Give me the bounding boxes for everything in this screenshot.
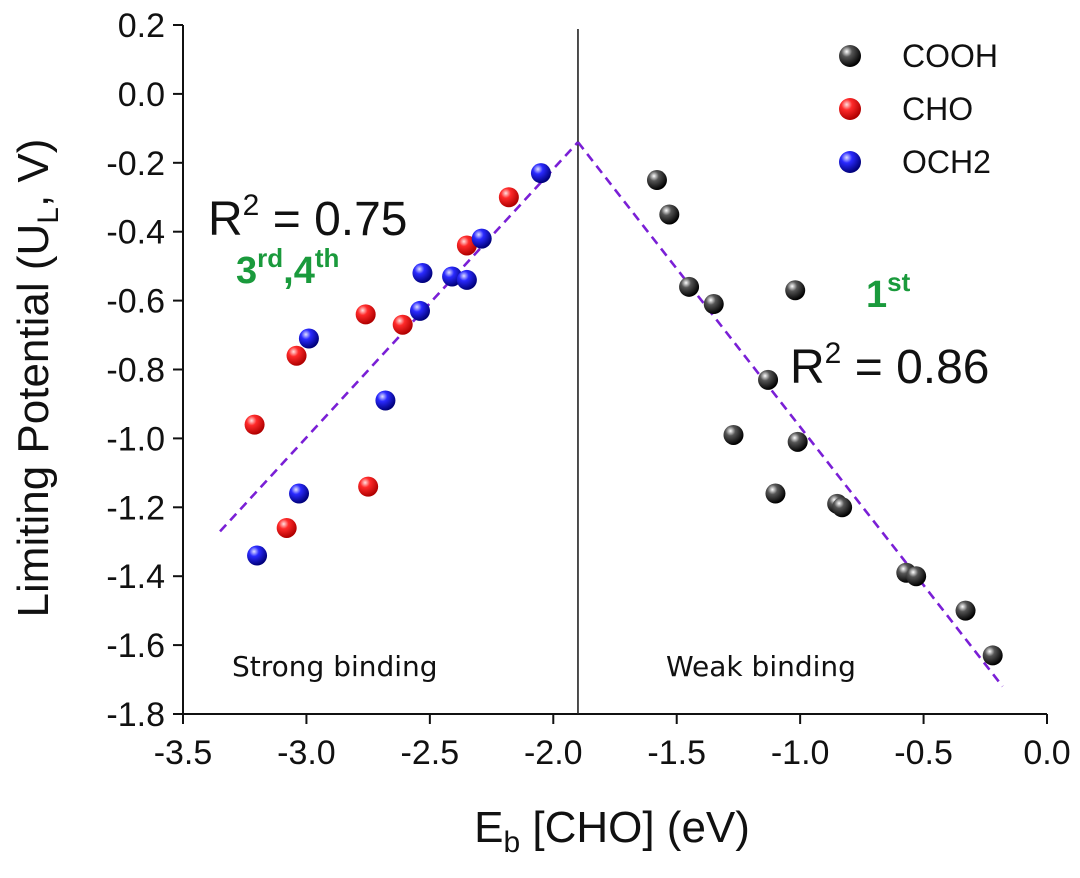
y-tick-label: -1.2 bbox=[106, 489, 165, 527]
data-point-cooh bbox=[832, 497, 853, 518]
x-tick-label: -2.5 bbox=[401, 734, 460, 772]
y-tick-label: -0.6 bbox=[106, 283, 165, 321]
y-tick-label: 0.0 bbox=[118, 76, 165, 114]
data-point-cooh bbox=[787, 431, 808, 452]
data-point-cho bbox=[286, 345, 307, 366]
x-tick-label: -1.0 bbox=[771, 734, 830, 772]
data-point-cooh bbox=[955, 600, 976, 621]
data-point-och2 bbox=[456, 269, 477, 290]
fit-lines bbox=[219, 141, 1004, 688]
left-r2-annotation: R2 = 0.75 bbox=[208, 189, 407, 246]
data-point-cooh bbox=[659, 204, 680, 225]
y-tick-label: -1.0 bbox=[106, 420, 165, 458]
legend-marker-och2 bbox=[839, 151, 861, 173]
data-point-cooh bbox=[982, 645, 1003, 666]
x-tick-label: -3.0 bbox=[277, 734, 336, 772]
data-points bbox=[244, 163, 1003, 666]
data-point-cooh bbox=[646, 170, 667, 191]
data-point-cho bbox=[392, 314, 413, 335]
data-point-och2 bbox=[298, 328, 319, 349]
data-point-cooh bbox=[723, 424, 744, 445]
legend-label-cho: CHO bbox=[902, 91, 973, 127]
data-point-och2 bbox=[471, 228, 492, 249]
y-tick-label: -0.8 bbox=[106, 352, 165, 390]
x-tick-label: -3.5 bbox=[154, 734, 213, 772]
legend-marker-cho bbox=[839, 98, 861, 120]
data-point-cho bbox=[244, 414, 265, 435]
x-tick-label: 0.0 bbox=[1023, 734, 1070, 772]
x-tick-label: -1.5 bbox=[647, 734, 706, 772]
data-point-cooh bbox=[703, 294, 724, 315]
legend-marker-cooh bbox=[839, 45, 861, 67]
data-point-cooh bbox=[785, 280, 806, 301]
data-point-cho bbox=[276, 517, 297, 538]
data-point-och2 bbox=[247, 545, 268, 566]
left-order-annotation: 3rd,4th bbox=[236, 243, 339, 292]
right-fit-line bbox=[576, 141, 1004, 688]
weak-binding-label: Weak binding bbox=[666, 650, 856, 683]
y-axis-title: Limiting Potential (UL, V) bbox=[9, 139, 65, 618]
data-point-och2 bbox=[289, 483, 310, 504]
left-fit-line bbox=[219, 141, 579, 533]
data-point-och2 bbox=[412, 263, 433, 284]
legend: COOH CHO OCH2 bbox=[839, 38, 998, 180]
data-point-cho bbox=[498, 187, 519, 208]
data-point-och2 bbox=[375, 390, 396, 411]
legend-label-och2: OCH2 bbox=[902, 144, 991, 180]
data-point-cho bbox=[355, 304, 376, 325]
legend-label-cooh: COOH bbox=[902, 38, 998, 74]
right-order-annotation: 1st bbox=[866, 267, 911, 316]
data-point-cooh bbox=[679, 276, 700, 297]
y-tick-label: -1.4 bbox=[106, 558, 165, 596]
y-tick-label: -0.4 bbox=[106, 214, 165, 252]
y-tick-label: -1.6 bbox=[106, 627, 165, 665]
data-point-cooh bbox=[906, 566, 927, 587]
data-point-och2 bbox=[530, 163, 551, 184]
y-tick-label: -0.2 bbox=[106, 145, 165, 183]
right-r2-annotation: R2 = 0.86 bbox=[790, 337, 989, 394]
strong-binding-label: Strong binding bbox=[232, 650, 438, 683]
axes: -3.5 -3.0 -2.5 -2.0 -1.5 -1.0 -0.5 0.0 0.2 0.0 -0.… bbox=[106, 7, 1070, 772]
data-point-cho bbox=[358, 476, 379, 497]
x-tick-label: -2.0 bbox=[524, 734, 583, 772]
data-point-och2 bbox=[409, 300, 430, 321]
data-point-cooh bbox=[758, 369, 779, 390]
y-tick-label: -1.8 bbox=[106, 696, 165, 734]
data-point-cooh bbox=[765, 483, 786, 504]
x-tick-label: -0.5 bbox=[894, 734, 953, 772]
y-tick-label: 0.2 bbox=[118, 7, 165, 45]
x-axis-title: Eb [CHO] (eV) bbox=[474, 803, 750, 859]
